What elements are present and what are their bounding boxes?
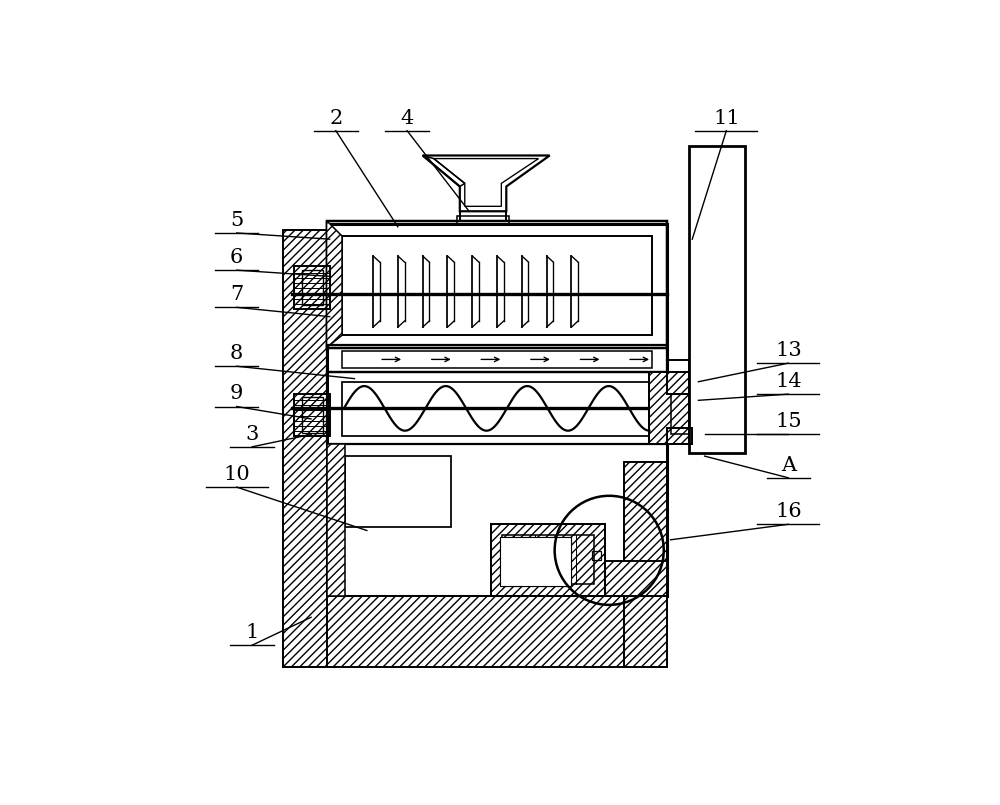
Text: 3: 3 xyxy=(245,425,259,444)
Bar xyxy=(574,562,667,596)
Text: 13: 13 xyxy=(775,341,802,360)
Polygon shape xyxy=(327,221,342,348)
Polygon shape xyxy=(649,373,667,444)
Polygon shape xyxy=(327,444,345,596)
Text: 14: 14 xyxy=(775,372,802,391)
Text: 4: 4 xyxy=(401,109,414,128)
Bar xyxy=(294,394,330,436)
Bar xyxy=(342,382,652,436)
Text: 16: 16 xyxy=(775,502,802,521)
Bar xyxy=(283,230,327,667)
Bar xyxy=(689,147,745,453)
Bar xyxy=(649,373,689,444)
Bar xyxy=(649,373,689,444)
Bar xyxy=(500,537,571,586)
Bar xyxy=(502,535,594,584)
Text: 6: 6 xyxy=(230,248,243,267)
Text: 15: 15 xyxy=(775,412,802,431)
Bar xyxy=(294,266,330,308)
Bar xyxy=(624,462,667,667)
Text: 9: 9 xyxy=(230,385,243,403)
Text: 11: 11 xyxy=(713,109,740,128)
Bar xyxy=(327,444,667,596)
Bar xyxy=(302,270,323,305)
Text: 5: 5 xyxy=(230,211,243,230)
Text: 2: 2 xyxy=(329,109,342,128)
Bar xyxy=(342,236,652,335)
Text: 7: 7 xyxy=(230,285,243,304)
Bar xyxy=(671,394,689,435)
Bar xyxy=(574,562,667,596)
Bar xyxy=(667,428,692,444)
Bar xyxy=(345,456,451,527)
Bar xyxy=(592,551,601,559)
Text: 10: 10 xyxy=(223,465,250,484)
Bar xyxy=(327,221,667,348)
Bar xyxy=(283,596,667,667)
Bar xyxy=(491,524,605,596)
Bar xyxy=(667,360,689,394)
Text: 1: 1 xyxy=(245,623,259,642)
Bar xyxy=(342,351,652,368)
Bar xyxy=(327,373,667,444)
Bar xyxy=(491,524,605,596)
Bar xyxy=(302,397,323,432)
Bar xyxy=(457,217,509,224)
Polygon shape xyxy=(500,537,571,586)
Text: 8: 8 xyxy=(230,344,243,363)
Bar xyxy=(327,345,667,373)
Text: A: A xyxy=(781,456,796,475)
Bar xyxy=(649,373,667,444)
Bar xyxy=(327,224,667,596)
